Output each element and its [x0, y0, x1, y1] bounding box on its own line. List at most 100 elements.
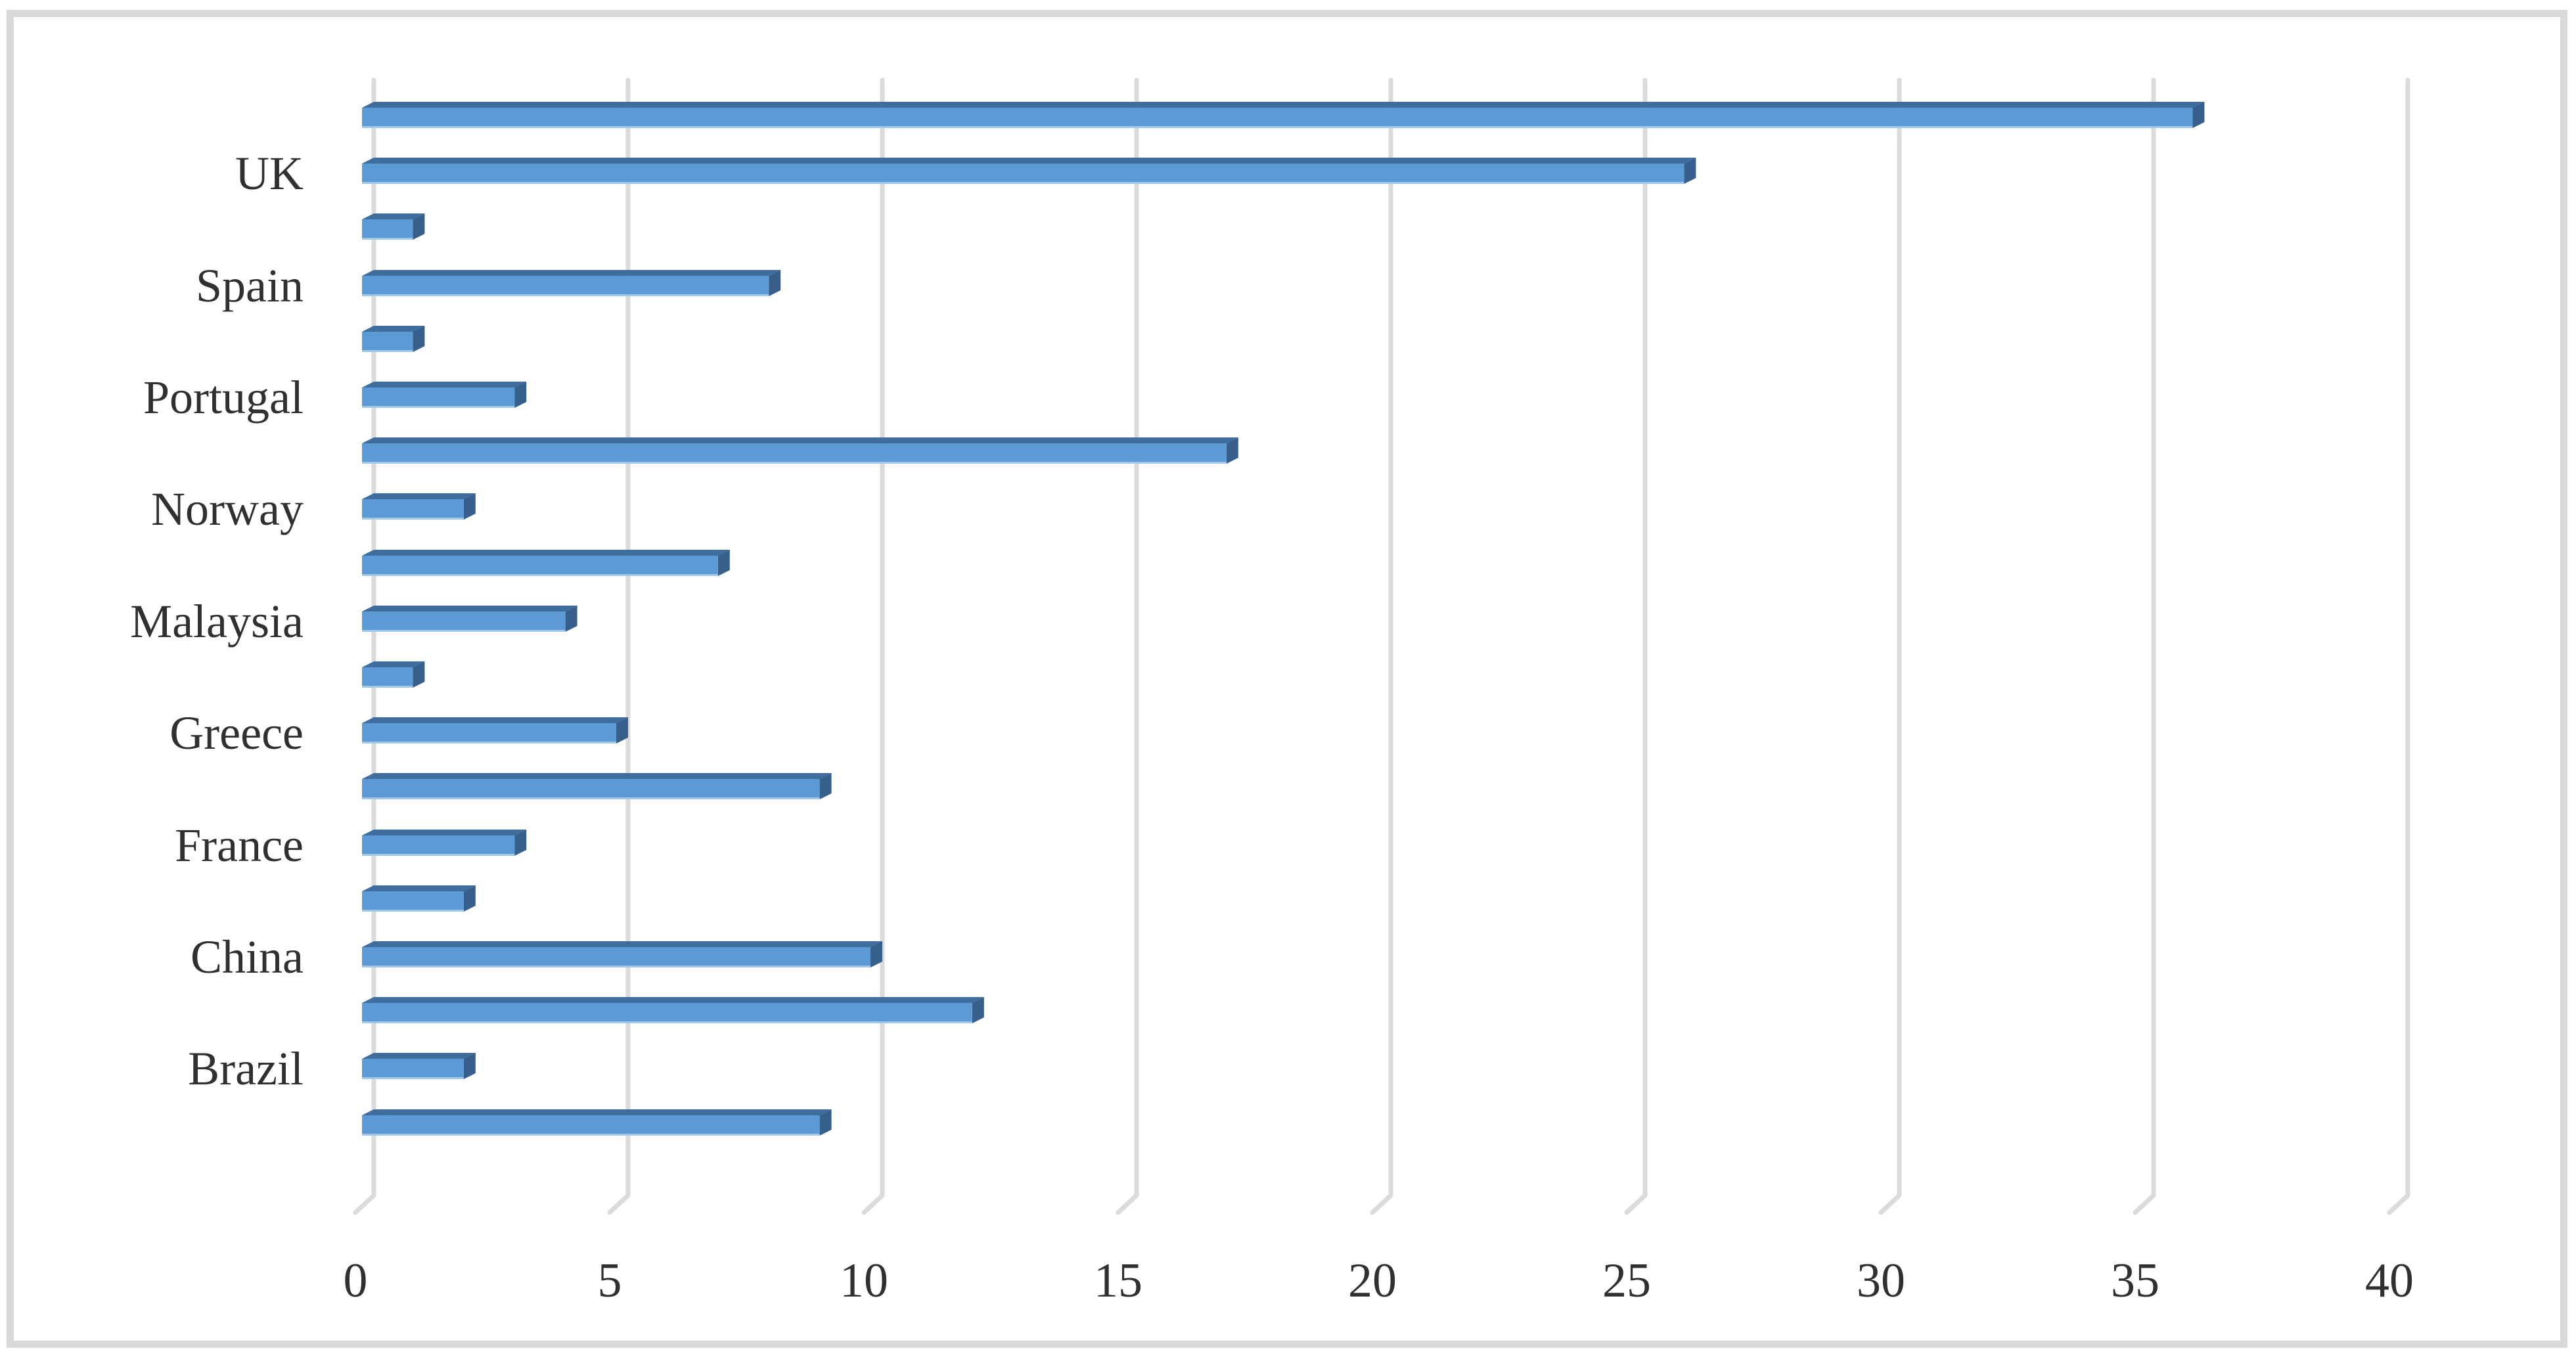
bar-5-face	[362, 332, 413, 352]
bar-4-end-cap	[769, 270, 781, 296]
bar-9-end-cap	[717, 550, 730, 576]
x-axis-tick-label-25: 25	[1602, 1254, 1651, 1308]
bar-1-end-cap	[2192, 102, 2205, 128]
bar-16-end-cap	[870, 941, 882, 967]
bar-13-top-face	[362, 773, 832, 779]
bar-19-bottom-highlight	[362, 1134, 820, 1136]
bar-4-top-face	[362, 270, 781, 276]
bar-10-face	[362, 611, 566, 632]
bar-1-bottom-highlight	[362, 126, 2193, 128]
bar-15-top-face	[362, 885, 476, 891]
bar-1-face	[362, 108, 2193, 128]
bar-18-end-cap	[463, 1053, 476, 1079]
gridline-20	[1370, 78, 1393, 1215]
bar-7-top-face	[362, 437, 1238, 443]
bar-18-face	[362, 1059, 464, 1079]
bar-18-bottom-highlight	[362, 1077, 464, 1079]
gridline-15	[1116, 78, 1139, 1215]
bar-7-face	[362, 443, 1227, 464]
x-axis-tick-label-40: 40	[2365, 1254, 2414, 1308]
category-label-brazil: Brazil	[188, 1042, 304, 1095]
gridline-5	[607, 78, 631, 1215]
bar-13-end-cap	[819, 773, 832, 799]
bar-2-end-cap	[1684, 158, 1696, 184]
bar-19-face	[362, 1115, 820, 1136]
bar-11-top-face	[362, 661, 425, 667]
bar-12-bottom-highlight	[362, 742, 616, 744]
bar-8-end-cap	[463, 493, 476, 520]
bar-8-face	[362, 499, 464, 520]
category-label-malaysia: Malaysia	[130, 595, 304, 648]
bar-5-bottom-highlight	[362, 350, 413, 352]
bar-11-end-cap	[413, 661, 425, 688]
bar-19-end-cap	[819, 1109, 832, 1136]
bar-3-end-cap	[413, 213, 425, 240]
bar-15-end-cap	[463, 885, 476, 912]
x-axis-tick-label-5: 5	[597, 1254, 622, 1308]
gridline-0	[353, 78, 376, 1215]
bar-14-end-cap	[514, 830, 527, 856]
bar-17-bottom-highlight	[362, 1021, 972, 1023]
category-label-spain: Spain	[195, 259, 304, 312]
bar-9-face	[362, 556, 718, 576]
bar-18-top-face	[362, 1053, 476, 1059]
x-axis-tick-label-0: 0	[343, 1254, 368, 1308]
gridline-25	[1624, 78, 1648, 1215]
bar-12-face	[362, 723, 616, 744]
bar-9-bottom-highlight	[362, 574, 718, 576]
category-label-uk: UK	[235, 147, 304, 200]
x-axis-tick-label-20: 20	[1348, 1254, 1397, 1308]
bar-2-face	[362, 164, 1684, 184]
x-axis-tick-label-30: 30	[1857, 1254, 1905, 1308]
bar-12-top-face	[362, 717, 628, 723]
bar-17-top-face	[362, 997, 984, 1003]
bar-15-face	[362, 891, 464, 912]
bar-5-top-face	[362, 326, 425, 332]
bar-8-top-face	[362, 493, 476, 499]
bar-7-bottom-highlight	[362, 462, 1227, 464]
bar-10-bottom-highlight	[362, 630, 566, 632]
bar-3-bottom-highlight	[362, 238, 413, 240]
bar-16-bottom-highlight	[362, 966, 870, 967]
bar-16-face	[362, 947, 870, 967]
bar-11-bottom-highlight	[362, 686, 413, 688]
bar-16-top-face	[362, 941, 882, 947]
bar-17-face	[362, 1003, 972, 1023]
bar-13-bottom-highlight	[362, 797, 820, 799]
gridline-10	[861, 78, 885, 1215]
bar-8-bottom-highlight	[362, 518, 464, 520]
bar-10-end-cap	[565, 606, 577, 632]
bar-3-top-face	[362, 213, 425, 219]
bar-6-face	[362, 388, 515, 408]
x-axis-tick-label-35: 35	[2111, 1254, 2159, 1308]
bar-2-bottom-highlight	[362, 182, 1684, 184]
bar-14-face	[362, 835, 515, 856]
bar-2-top-face	[362, 158, 1696, 164]
bar-12-end-cap	[616, 717, 628, 744]
category-label-france: France	[175, 819, 304, 872]
bar-10-top-face	[362, 606, 577, 611]
bar-7-end-cap	[1226, 437, 1238, 464]
bar-5-end-cap	[413, 326, 425, 352]
gridline-40	[2387, 78, 2410, 1215]
bar-3-face	[362, 219, 413, 240]
bar-19-top-face	[362, 1109, 832, 1115]
x-axis-tick-label-10: 10	[840, 1254, 888, 1308]
bar-9-top-face	[362, 550, 730, 556]
bar-15-bottom-highlight	[362, 910, 464, 912]
bar-13-face	[362, 779, 820, 799]
bar-4-face	[362, 276, 769, 296]
bar-6-top-face	[362, 382, 527, 388]
bar-14-bottom-highlight	[362, 854, 515, 856]
bar-17-end-cap	[972, 997, 984, 1023]
category-label-greece: Greece	[169, 707, 304, 759]
bar-6-bottom-highlight	[362, 406, 515, 408]
bar-14-top-face	[362, 830, 527, 835]
category-label-portugal: Portugal	[143, 371, 304, 424]
bar-4-bottom-highlight	[362, 294, 769, 296]
x-axis-tick-label-15: 15	[1094, 1254, 1142, 1308]
category-label-china: China	[191, 931, 304, 983]
bar-11-face	[362, 667, 413, 688]
